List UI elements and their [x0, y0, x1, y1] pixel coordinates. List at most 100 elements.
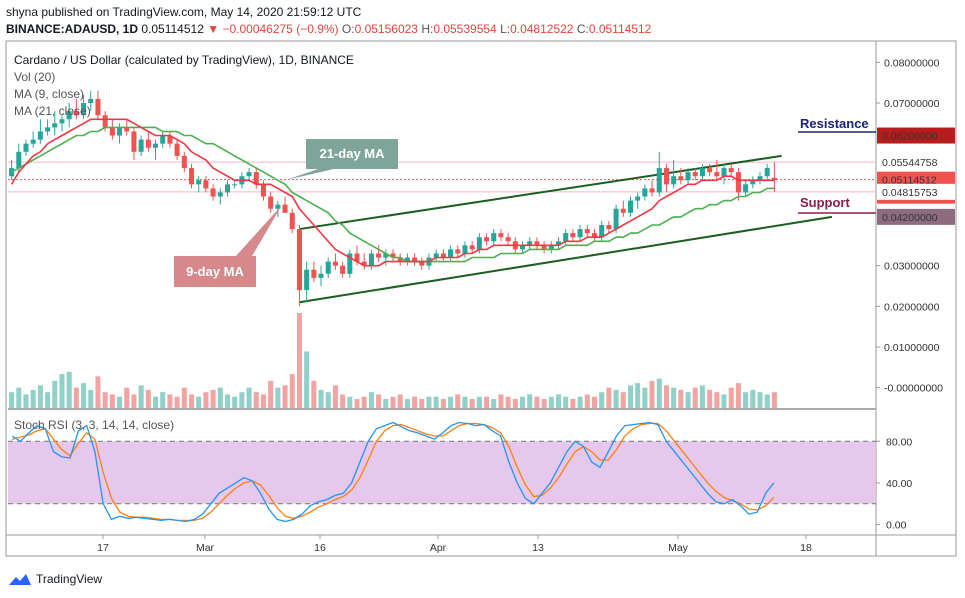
volume-bar	[743, 392, 749, 408]
stoch-tick-label: 40.00	[886, 478, 912, 490]
volume-bar	[81, 383, 87, 408]
ma9-line	[10, 118, 775, 267]
time-tick-label: 18	[800, 542, 812, 554]
volume-bar	[433, 396, 439, 408]
candle-body	[469, 245, 475, 250]
last-price-tag-label: 0.05114512	[882, 175, 937, 187]
candle-body	[16, 151, 22, 169]
candle-body	[692, 172, 698, 177]
volume-bar	[613, 389, 619, 408]
candle-body	[289, 212, 295, 230]
candle-body	[541, 245, 547, 250]
volume-bar	[419, 398, 425, 408]
candle-body	[282, 204, 288, 213]
volume-bar	[224, 394, 231, 408]
ma21-callout-text: 21-day MA	[319, 146, 385, 161]
candle-body	[81, 103, 87, 116]
price-tick-label: 0.02000000	[884, 301, 940, 313]
candle-body	[23, 143, 29, 152]
low-value: 0.04812522	[510, 22, 574, 36]
price-tick-label: 0.07000000	[884, 98, 940, 110]
footer[interactable]: TradingView	[8, 572, 102, 586]
lower-trendline	[299, 215, 833, 304]
volume-bar	[289, 374, 295, 408]
resistance-label: Resistance	[800, 116, 869, 131]
volume-bar	[570, 398, 576, 408]
volume-bar	[325, 392, 331, 408]
volume-bar	[397, 394, 403, 408]
volume-bar	[491, 398, 497, 408]
volume-bar	[332, 385, 338, 408]
volume-bar	[692, 387, 698, 408]
price-tick-label: 0.08000000	[884, 57, 940, 69]
candle-body	[52, 123, 58, 128]
volume-bar	[635, 383, 641, 408]
volume-bar	[469, 398, 475, 408]
candle-body	[138, 139, 144, 152]
volume-bar	[555, 394, 562, 408]
candle-body	[462, 245, 468, 254]
ma21-indicator-label[interactable]: MA (21, close)	[14, 104, 91, 118]
volume-bar	[210, 389, 216, 408]
candle-body	[188, 168, 195, 185]
candle-body	[210, 188, 216, 197]
candle-body	[109, 127, 115, 136]
candle-body	[397, 257, 403, 262]
candle-body	[627, 200, 633, 213]
candle-body	[577, 229, 583, 238]
candle-body	[649, 188, 655, 193]
volume-bar	[88, 389, 94, 408]
volume-bar	[520, 396, 526, 408]
low-price-tag	[877, 183, 955, 200]
volume-bar	[296, 313, 302, 408]
candle-body	[498, 233, 504, 238]
vol-indicator-label[interactable]: Vol (20)	[14, 70, 56, 84]
volume-bar	[246, 387, 252, 408]
price-tick-label: 0.01000000	[884, 342, 940, 354]
chart-frame	[5, 40, 957, 557]
candle-body	[304, 269, 310, 291]
time-tick-label: 17	[97, 542, 109, 554]
candle-body	[203, 180, 209, 189]
candle-body	[656, 168, 662, 193]
candle-body	[296, 229, 302, 291]
candle-body	[253, 172, 259, 185]
time-tick-label: 13	[532, 542, 544, 554]
ma9-callout: 9-day MA	[174, 205, 282, 287]
volume-bar	[117, 396, 123, 408]
volume-bar	[541, 398, 547, 408]
volume-bar	[627, 385, 633, 408]
ma21-line	[11, 126, 775, 263]
candle-body	[325, 261, 331, 274]
stoch-rsi-indicator-label[interactable]: Stoch RSI (3, 3, 14, 14, close)	[14, 418, 175, 432]
volume-bar	[181, 387, 187, 408]
stoch-band	[8, 441, 876, 504]
candle-body	[721, 168, 727, 177]
candle-body	[318, 273, 324, 278]
candle-body	[145, 139, 151, 148]
volume-bar	[138, 385, 144, 408]
volume-bar	[73, 387, 79, 408]
symbol-line: BINANCE:ADAUSD, 1D 0.05114512 ▼ −0.00046…	[6, 22, 651, 36]
volume-bar	[656, 378, 662, 408]
volume-bar	[59, 374, 65, 408]
volume-bar	[591, 396, 598, 408]
candle-body	[757, 176, 763, 181]
volume-bar	[606, 387, 612, 408]
ma9-indicator-label[interactable]: MA (9, close)	[14, 87, 85, 101]
volume-bar	[102, 392, 108, 408]
volume-bar	[455, 394, 461, 408]
candle-body	[275, 204, 281, 209]
candle-body	[37, 131, 43, 140]
time-tick-label: May	[668, 542, 689, 554]
volume-bar	[390, 396, 396, 408]
price-change: −0.00046275 (−0.9%)	[222, 22, 339, 36]
candle-body	[663, 168, 669, 185]
volume-bar	[52, 380, 58, 408]
candle-body	[527, 241, 533, 246]
candle-body	[548, 245, 554, 250]
candle-body	[196, 180, 202, 185]
volume-bar	[318, 389, 324, 408]
low-price-tag-label: 0.04815753	[882, 187, 938, 199]
